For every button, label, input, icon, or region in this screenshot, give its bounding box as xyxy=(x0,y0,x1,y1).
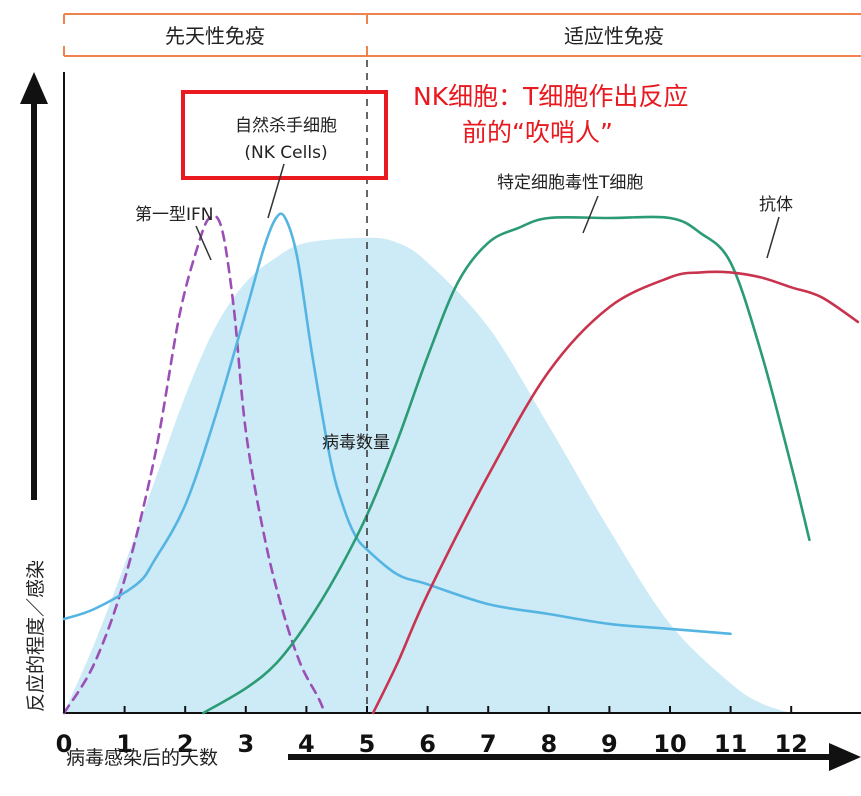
axes xyxy=(63,72,861,714)
phase-label-innate: 先天性免疫 xyxy=(165,24,265,48)
nk-highlight-box xyxy=(181,90,388,180)
x-tick-label: 9 xyxy=(601,730,618,758)
x-tick-label: 8 xyxy=(540,730,557,758)
leader-ifn xyxy=(195,225,212,261)
annotations: 病毒数量 第一型IFN 自然杀手细胞 (NK Cells) NK细胞：T细胞作出… xyxy=(135,82,793,453)
x-tick-label: 1 xyxy=(116,730,133,758)
x-tick-label: 10 xyxy=(653,730,686,758)
x-tick-label: 2 xyxy=(177,730,194,758)
x-tick-label: 5 xyxy=(359,730,376,758)
x-tick-label: 11 xyxy=(714,730,747,758)
series-layer xyxy=(62,60,860,715)
phase-label-adaptive: 适应性免疫 xyxy=(564,24,664,48)
x-tick-label: 12 xyxy=(774,730,807,758)
nk-note-line2: 前的“吹哨人” xyxy=(462,118,613,147)
series-label-ctl: 特定细胞毒性T细胞 xyxy=(497,173,643,193)
antibody-line xyxy=(371,270,860,715)
series-label-antibody: 抗体 xyxy=(759,195,793,215)
series-label-nk-line1: 自然杀手细胞 xyxy=(235,116,337,136)
x-tick-label: 0 xyxy=(56,730,73,758)
ifn-line xyxy=(62,214,326,715)
x-tick-label: 6 xyxy=(419,730,436,758)
axis-arrows: 反应的程度／感染 病毒感染后的天数 xyxy=(20,72,861,771)
y-arrow-head xyxy=(20,72,48,104)
virus-area-layer xyxy=(64,237,792,714)
x-tick-labels: 0 1 2 3 4 5 6 7 8 9 10 11 12 xyxy=(56,706,808,758)
nk-line xyxy=(62,212,732,636)
series-label-nk-line2: (NK Cells) xyxy=(244,143,327,163)
leader-ctl xyxy=(582,195,599,234)
x-tick-label: 4 xyxy=(298,730,315,758)
nk-note-line1: NK细胞：T细胞作出反应 xyxy=(413,82,688,111)
series-label-ifn: 第一型IFN xyxy=(135,205,214,225)
virus-area xyxy=(64,237,792,714)
series-label-virus: 病毒数量 xyxy=(322,433,390,453)
y-axis-title: 反应的程度／感染 xyxy=(25,560,47,712)
leader-antibody xyxy=(766,216,780,259)
x-arrow-head xyxy=(829,743,861,771)
ctl-line xyxy=(202,215,811,715)
x-tick-label: 7 xyxy=(480,730,497,758)
x-axis-title: 病毒感染后的天数 xyxy=(66,747,218,769)
phase-bracket: 先天性免疫 适应性免疫 xyxy=(63,13,861,57)
leader-nk xyxy=(267,163,285,219)
x-tick-label: 3 xyxy=(237,730,254,758)
